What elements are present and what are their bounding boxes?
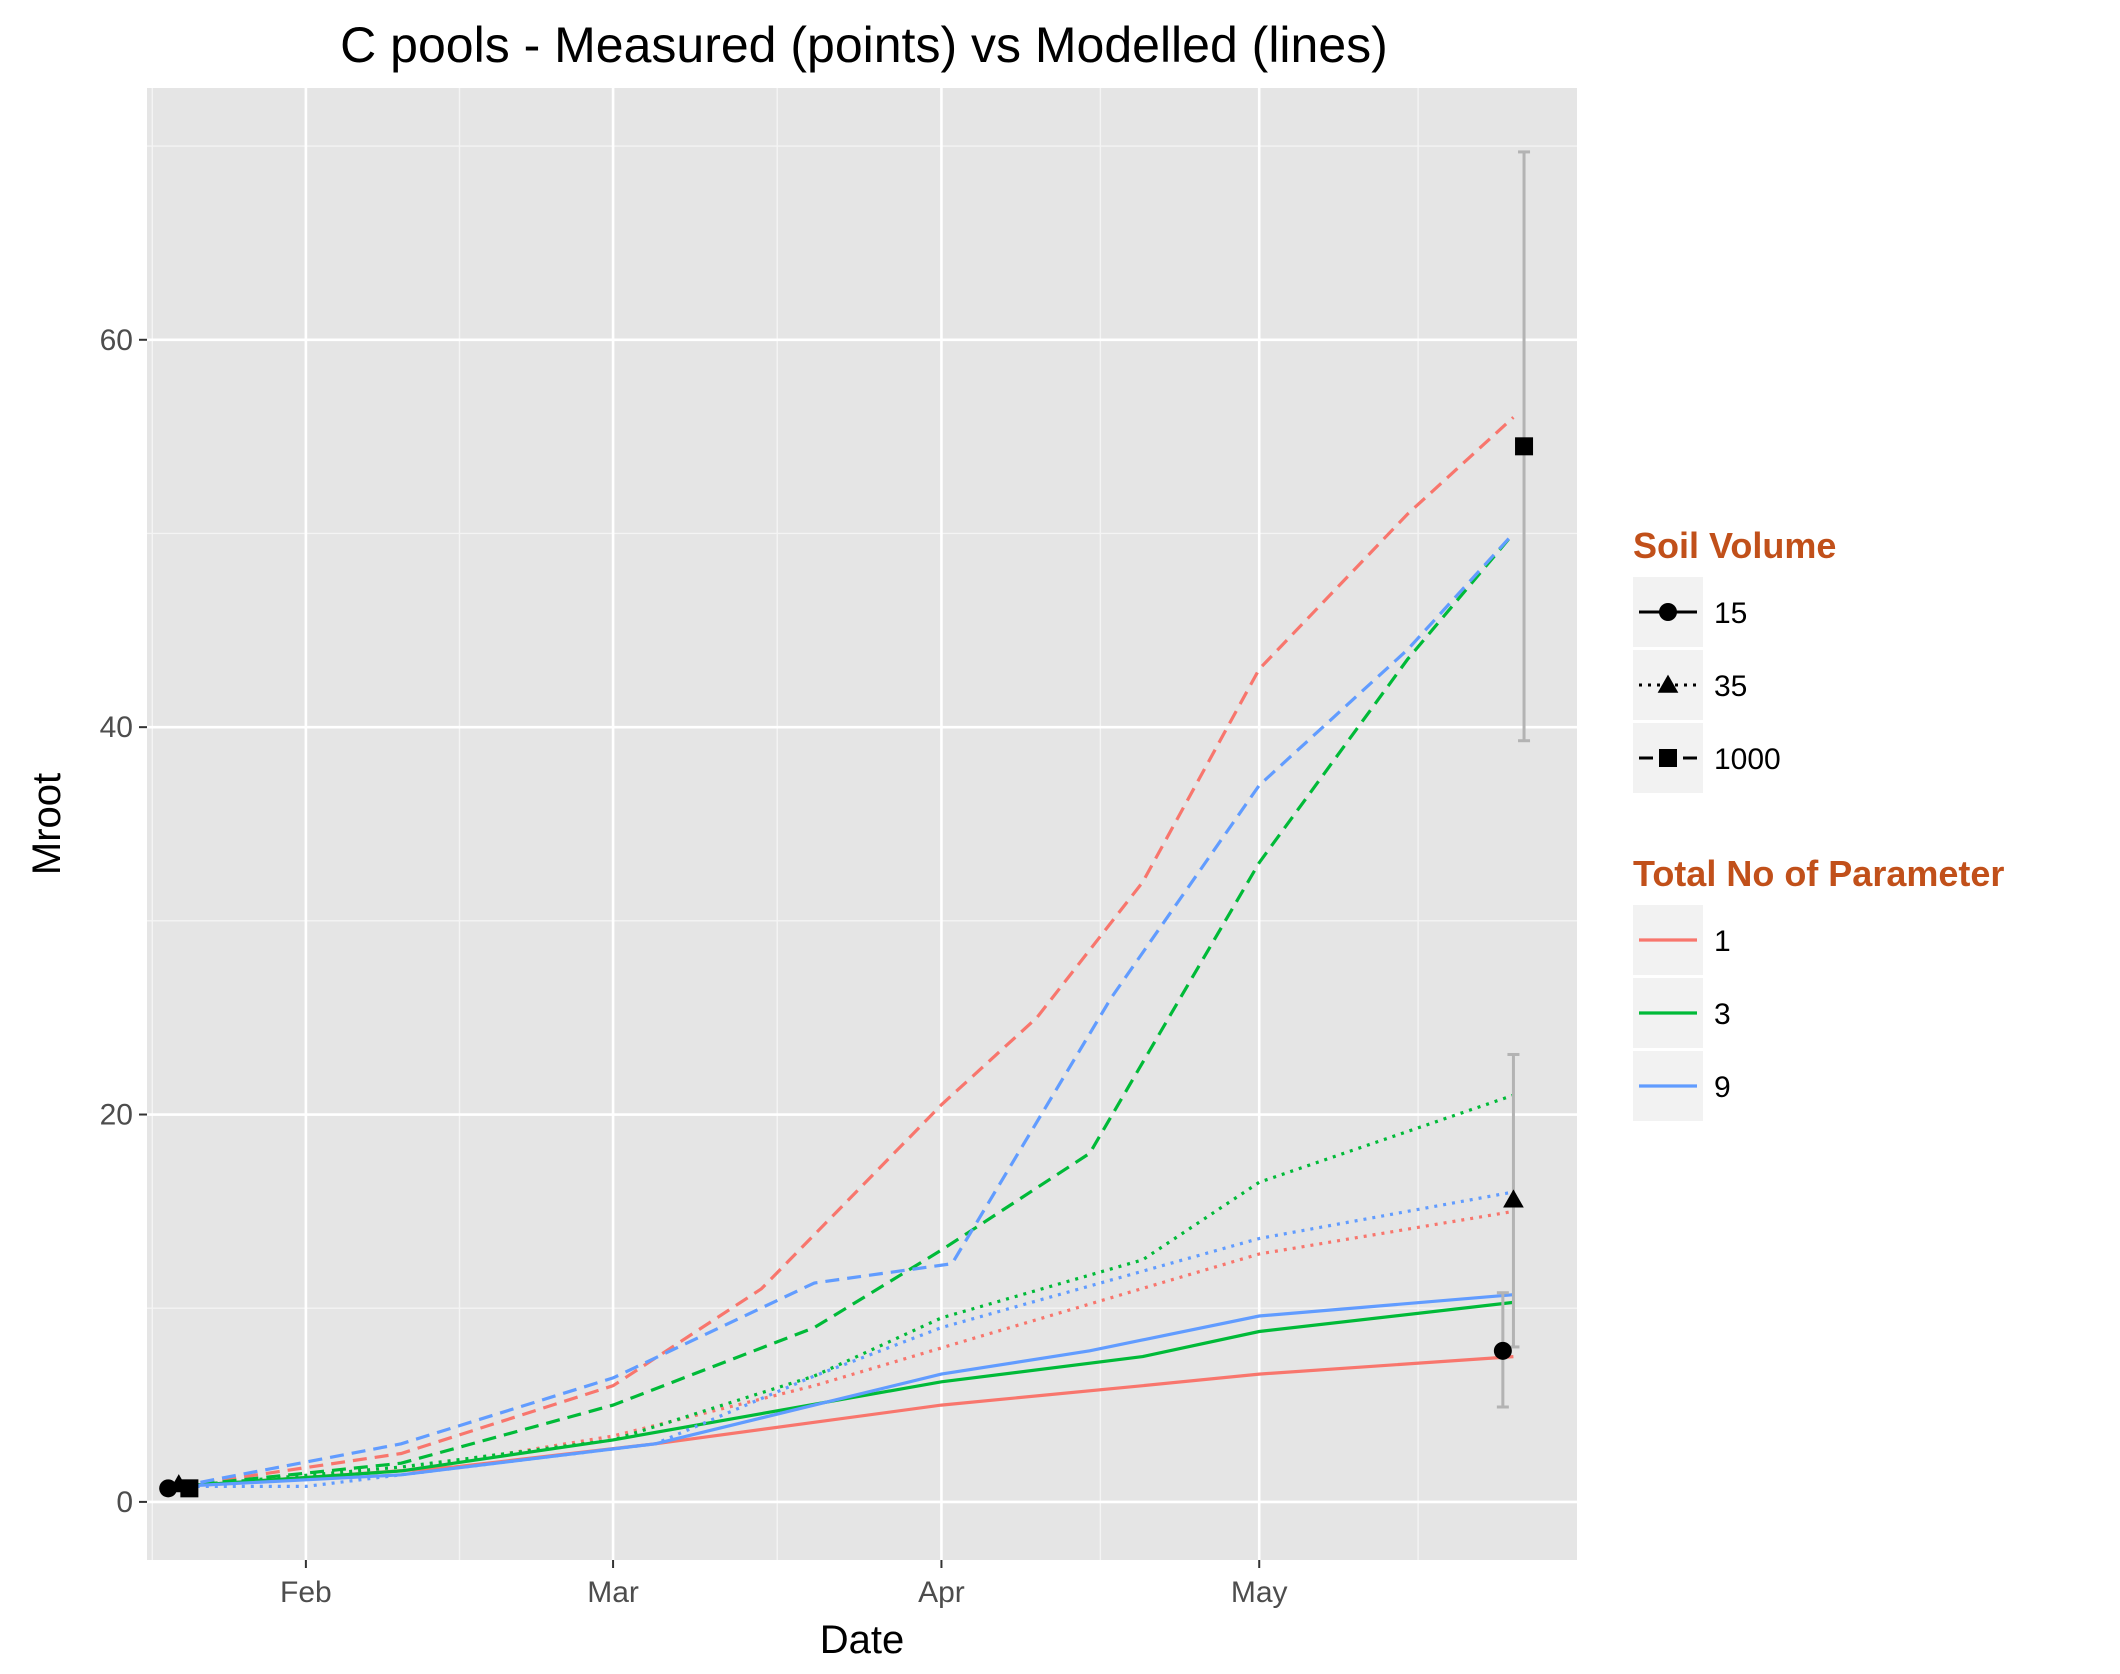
legend-label: 1 bbox=[1714, 925, 1731, 958]
legend-key-shape bbox=[1657, 674, 1679, 693]
x-axis-title: Date bbox=[820, 1618, 905, 1662]
series-line-param-9-soil-15 bbox=[178, 1293, 1514, 1488]
y-axis-title: Mroot bbox=[25, 773, 69, 875]
legend-soil-item-1000: 1000 bbox=[1633, 723, 1781, 793]
legend-label: 15 bbox=[1714, 597, 1747, 630]
legend-parameter-item-1: 1 bbox=[1633, 905, 1731, 975]
legend-soil-volume: Soil Volume 15 35 1000 bbox=[1633, 525, 1836, 793]
legend-parameter-item-9: 9 bbox=[1633, 1051, 1731, 1121]
measured-point-soil-35 bbox=[1503, 1189, 1524, 1208]
legend-soil-item-15: 15 bbox=[1633, 577, 1747, 647]
plot-panel bbox=[147, 88, 1577, 1560]
series-line-param-1-soil-1000 bbox=[178, 416, 1515, 1488]
legend-label: 1000 bbox=[1714, 743, 1781, 776]
x-tick-label: Mar bbox=[587, 1576, 639, 1609]
x-tick-label: Apr bbox=[918, 1576, 965, 1609]
measured-point-soil-1000 bbox=[1515, 437, 1534, 456]
x-tick-label: Feb bbox=[280, 1576, 332, 1609]
series-layer bbox=[178, 416, 1515, 1488]
y-tick-label: 40 bbox=[100, 711, 133, 744]
legend-label: 3 bbox=[1714, 998, 1731, 1031]
legend-label: 35 bbox=[1714, 670, 1747, 703]
series-line-param-3-soil-1000 bbox=[178, 532, 1515, 1488]
legend-label: 9 bbox=[1714, 1071, 1731, 1104]
x-tick-label: May bbox=[1231, 1576, 1288, 1609]
measured-point-soil-15 bbox=[159, 1479, 178, 1498]
y-tick-label: 20 bbox=[100, 1099, 133, 1132]
grid-major bbox=[147, 88, 1577, 1560]
series-line-param-1-soil-35 bbox=[178, 1209, 1514, 1488]
legend-soil-item-35: 35 bbox=[1633, 650, 1747, 720]
x-axis: Feb Mar Apr May bbox=[280, 1560, 1288, 1609]
y-tick-label: 60 bbox=[100, 324, 133, 357]
legend-key-shape bbox=[1659, 603, 1677, 621]
y-tick-label: 0 bbox=[116, 1486, 133, 1519]
legend-parameters-title: Total No of Parameter bbox=[1633, 853, 2004, 894]
legend-parameter-item-3: 3 bbox=[1633, 978, 1731, 1048]
grid-minor bbox=[147, 88, 1577, 1560]
legend-parameters: Total No of Parameter 1 3 9 bbox=[1633, 853, 2004, 1121]
series-line-param-9-soil-35 bbox=[178, 1190, 1514, 1488]
measured-points bbox=[159, 437, 1534, 1498]
series-line-param-3-soil-15 bbox=[178, 1300, 1514, 1488]
measured-point-soil-15 bbox=[1493, 1341, 1512, 1360]
legend-soil-volume-title: Soil Volume bbox=[1633, 525, 1836, 566]
legend-key-shape bbox=[1659, 749, 1677, 767]
y-axis: 0 20 40 60 bbox=[100, 324, 147, 1519]
measured-point-soil-1000 bbox=[180, 1479, 199, 1498]
chart-title: C pools - Measured (points) vs Modelled … bbox=[340, 17, 1388, 73]
